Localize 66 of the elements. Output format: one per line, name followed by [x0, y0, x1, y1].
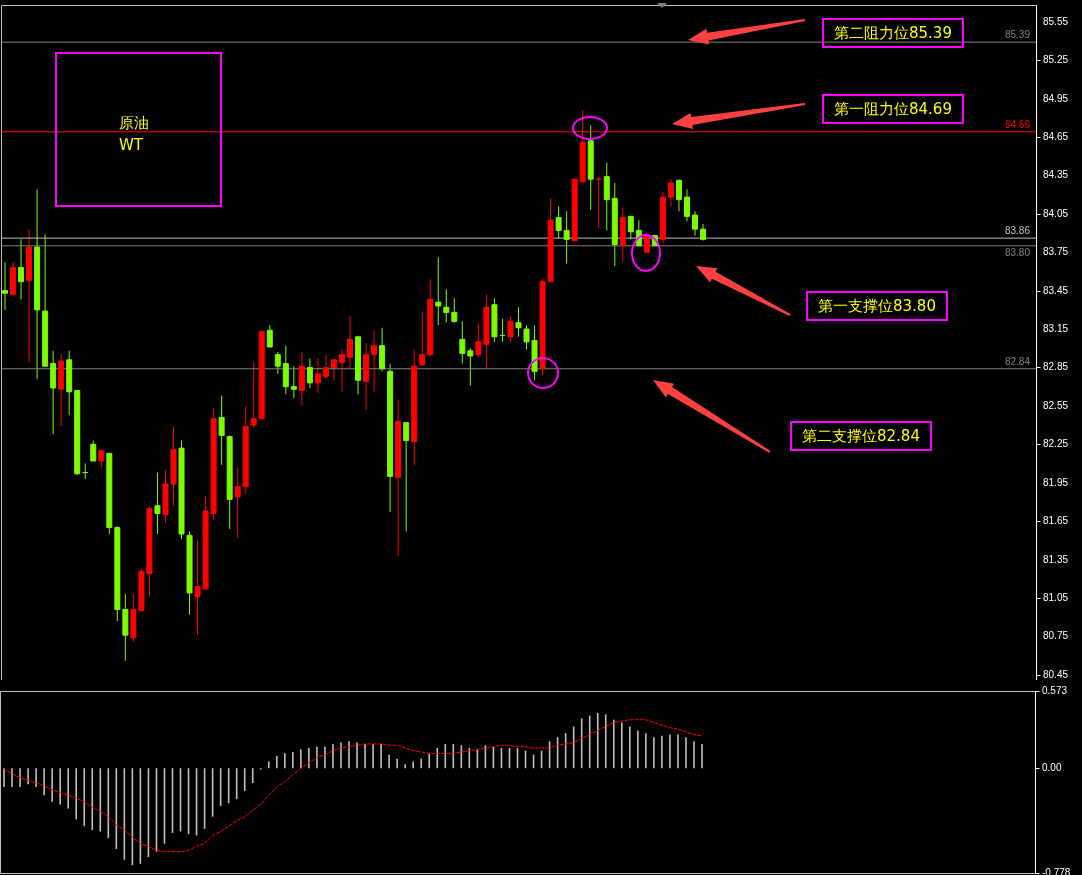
y-tick-label: 83.75 [1043, 246, 1069, 258]
annotation: 第二阻力位85.39 [822, 18, 964, 48]
candlestick [306, 358, 313, 389]
y-tick-label: 81.95 [1043, 476, 1069, 488]
candlestick [330, 359, 337, 381]
candlestick [2, 261, 9, 311]
annotation: WT [119, 135, 143, 155]
annotation: 第一支撑位83.80 [806, 291, 948, 321]
candlestick [467, 347, 474, 386]
candlestick [507, 315, 514, 343]
candlestick [250, 361, 257, 429]
candlestick [419, 311, 426, 366]
candlestick [347, 315, 354, 370]
candlestick [435, 256, 442, 326]
ref-line-label: 83.86 [1004, 225, 1031, 237]
y-tick-label: 81.65 [1043, 515, 1069, 527]
candlestick [443, 288, 450, 324]
candlestick [459, 320, 466, 365]
candlestick [90, 439, 97, 462]
candlestick [314, 358, 321, 394]
candlestick [692, 210, 699, 237]
y-tick-label: 85.55 [1043, 15, 1069, 27]
ref-line-label: 85.39 [1004, 29, 1031, 41]
y-tick-label: 84.35 [1043, 169, 1069, 181]
candlestick [675, 178, 682, 212]
candlestick [18, 238, 25, 301]
y-tick-label: 0.573 [1042, 685, 1068, 696]
candlestick [338, 349, 345, 393]
candlestick [282, 345, 289, 395]
candlestick [290, 365, 297, 399]
y-tick-label: 84.65 [1043, 130, 1069, 142]
ref-line-label: 83.80 [1004, 246, 1031, 258]
candlestick [667, 178, 674, 207]
y-tick-label: 84.95 [1043, 92, 1069, 104]
y-tick-label: 80.75 [1043, 630, 1069, 642]
candlestick [683, 188, 690, 222]
candlestick [322, 354, 329, 380]
annotation: 第二支撑位82.84 [790, 421, 932, 451]
annotation: 原油 [119, 113, 149, 133]
y-tick-label: 83.45 [1043, 284, 1069, 296]
y-tick-label: 82.25 [1043, 438, 1069, 450]
y-tick-label: 81.35 [1043, 553, 1069, 565]
candlestick [451, 297, 458, 324]
y-tick-label: 0.00 [1042, 762, 1062, 774]
candlestick [515, 306, 522, 338]
candlestick [274, 351, 281, 375]
ref-line-label: 84.69 [1004, 118, 1031, 130]
y-tick-label: 85.25 [1043, 54, 1069, 66]
y-tick-label: 84.05 [1043, 207, 1069, 219]
candlestick [603, 162, 610, 231]
y-tick-label: 82.55 [1043, 399, 1069, 411]
line-series [3, 719, 703, 853]
annotation: 第一阻力位84.69 [822, 94, 964, 124]
candlestick [371, 329, 378, 393]
y-tick-label: 81.05 [1043, 592, 1069, 604]
y-tick-label: 83.15 [1043, 323, 1069, 335]
candlestick [403, 422, 410, 532]
candlestick [218, 395, 225, 466]
y-tick-label: 82.85 [1043, 361, 1069, 373]
candlestick [154, 472, 161, 535]
y-tick-label: 80.45 [1043, 668, 1069, 680]
candlestick [379, 327, 386, 372]
ref-line-label: 82.84 [1004, 355, 1031, 367]
candlestick [234, 466, 241, 539]
candlestick [643, 232, 650, 253]
candlestick [266, 324, 273, 348]
